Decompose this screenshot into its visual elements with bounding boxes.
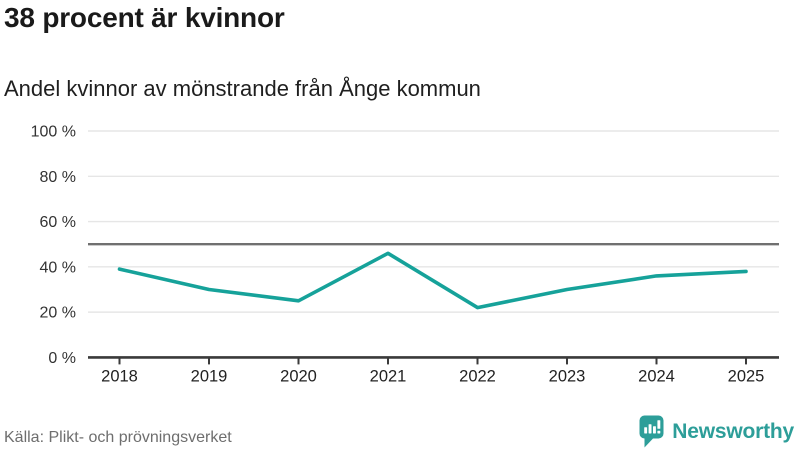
- y-axis-tick-label: 100 %: [31, 124, 76, 141]
- data-series-line: [117, 251, 748, 310]
- brand-logo: Newsworthy: [639, 415, 794, 448]
- x-axis-tick-label: 2021: [370, 367, 407, 385]
- logo-bars: [644, 420, 661, 434]
- source-note: Källa: Plikt- och prövningsverket: [4, 429, 232, 446]
- x-axis-tick-label: 2019: [191, 367, 228, 385]
- page-title: 38 procent är kvinnor: [4, 2, 285, 33]
- y-axis-tick-label: 0 %: [48, 350, 76, 367]
- y-axis-tick-label: 60 %: [40, 214, 76, 231]
- y-axis-tick-label: 40 %: [40, 259, 76, 276]
- x-axis-tick-label: 2024: [638, 367, 675, 385]
- brand-name: Newsworthy: [672, 419, 794, 443]
- x-axis-tick-label: 2022: [459, 367, 496, 385]
- x-axis-tick-label: 2023: [549, 367, 586, 385]
- x-axis-tick-label: 2025: [728, 367, 765, 385]
- x-axis-tick-label: 2018: [101, 367, 138, 385]
- y-axis-tick-label: 20 %: [40, 305, 76, 322]
- newsworthy-logo-icon: [639, 415, 664, 448]
- y-axis-tick-label: 80 %: [40, 169, 76, 186]
- chart-subtitle: Andel kvinnor av mönstrande från Ånge ko…: [4, 76, 481, 101]
- x-axis-tick-label: 2020: [280, 367, 317, 385]
